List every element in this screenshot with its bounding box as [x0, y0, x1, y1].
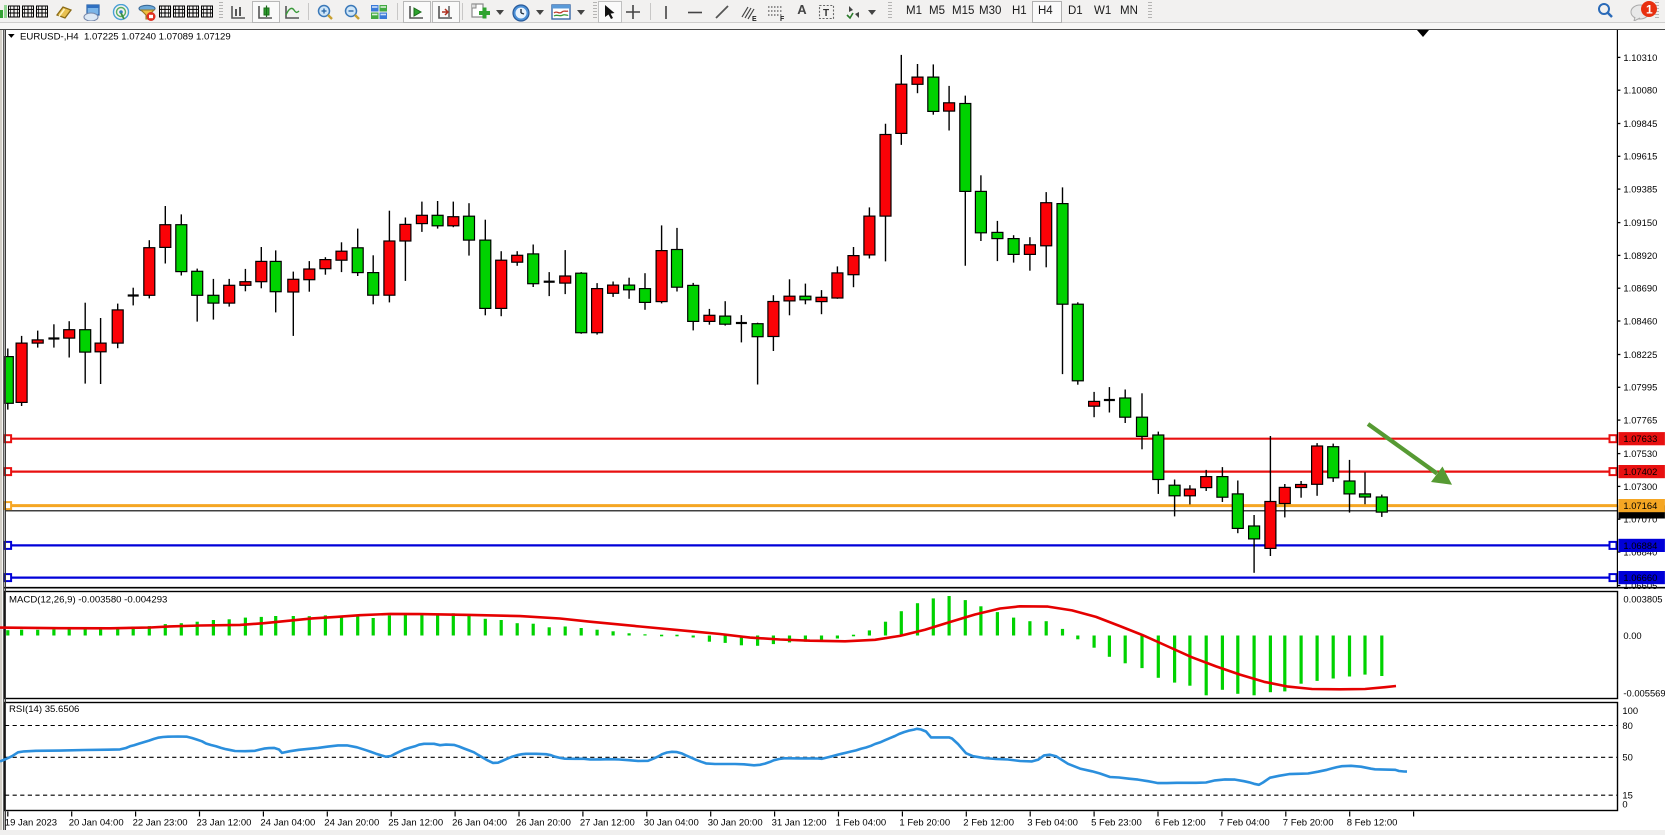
svg-text:1.08920: 1.08920 — [1623, 250, 1657, 261]
svg-text:50: 50 — [1622, 752, 1632, 763]
svg-text:1.09845: 1.09845 — [1623, 118, 1657, 129]
svg-text:19 Jan 2023: 19 Jan 2023 — [5, 818, 57, 829]
svg-text:1.07765: 1.07765 — [1623, 415, 1657, 426]
svg-text:RSI(14) 35.6506: RSI(14) 35.6506 — [9, 704, 79, 715]
svg-text:22 Jan 23:00: 22 Jan 23:00 — [133, 818, 188, 829]
svg-text:24 Jan 20:00: 24 Jan 20:00 — [324, 818, 379, 829]
svg-text:1.07300: 1.07300 — [1623, 481, 1657, 492]
svg-text:20 Jan 04:00: 20 Jan 04:00 — [69, 818, 124, 829]
svg-text:5 Feb 23:00: 5 Feb 23:00 — [1091, 818, 1142, 829]
svg-text:1 Feb 04:00: 1 Feb 04:00 — [836, 818, 887, 829]
svg-text:27 Jan 12:00: 27 Jan 12:00 — [580, 818, 635, 829]
svg-text:0.00: 0.00 — [1623, 630, 1641, 641]
svg-text:25 Jan 12:00: 25 Jan 12:00 — [388, 818, 443, 829]
svg-text:8 Feb 12:00: 8 Feb 12:00 — [1347, 818, 1398, 829]
svg-text:0.003805: 0.003805 — [1623, 593, 1662, 604]
svg-text:1.08690: 1.08690 — [1623, 283, 1657, 294]
svg-text:1.06605: 1.06605 — [1623, 580, 1657, 591]
svg-text:1.09385: 1.09385 — [1623, 184, 1657, 195]
svg-text:1.10310: 1.10310 — [1623, 52, 1657, 63]
svg-text:30 Jan 20:00: 30 Jan 20:00 — [708, 818, 763, 829]
svg-text:1 Feb 20:00: 1 Feb 20:00 — [899, 818, 950, 829]
svg-text:6 Feb 12:00: 6 Feb 12:00 — [1155, 818, 1206, 829]
svg-text:24 Jan 04:00: 24 Jan 04:00 — [260, 818, 315, 829]
svg-text:26 Jan 20:00: 26 Jan 20:00 — [516, 818, 571, 829]
svg-text:0: 0 — [1622, 799, 1627, 810]
svg-text:MACD(12,26,9) -0.003580 -0.004: MACD(12,26,9) -0.003580 -0.004293 — [9, 594, 167, 605]
svg-text:1.07070: 1.07070 — [1623, 514, 1657, 525]
svg-text:1.06660: 1.06660 — [1623, 572, 1657, 583]
svg-text:1.07402: 1.07402 — [1623, 466, 1657, 477]
svg-text:1.07633: 1.07633 — [1623, 433, 1657, 444]
svg-text:1.08460: 1.08460 — [1623, 315, 1657, 326]
svg-text:F: F — [780, 16, 785, 22]
svg-text:1.07164: 1.07164 — [1623, 500, 1657, 511]
svg-text:1.09615: 1.09615 — [1623, 151, 1657, 162]
svg-text:1.10080: 1.10080 — [1623, 85, 1657, 96]
svg-text:3 Feb 04:00: 3 Feb 04:00 — [1027, 818, 1078, 829]
svg-text:1.06884: 1.06884 — [1623, 540, 1657, 551]
svg-text:T: T — [823, 8, 829, 19]
svg-text:15: 15 — [1622, 790, 1632, 801]
svg-text:31 Jan 12:00: 31 Jan 12:00 — [772, 818, 827, 829]
svg-text:7 Feb 20:00: 7 Feb 20:00 — [1283, 818, 1334, 829]
svg-text:23 Jan 12:00: 23 Jan 12:00 — [197, 818, 252, 829]
svg-text:1.07995: 1.07995 — [1623, 382, 1657, 393]
svg-text:EURUSD-,H4 1.07225 1.07240 1.: EURUSD-,H4 1.07225 1.07240 1.07089 1.071… — [20, 31, 231, 42]
svg-text:7 Feb 04:00: 7 Feb 04:00 — [1219, 818, 1270, 829]
svg-text:80: 80 — [1622, 720, 1632, 731]
svg-text:1: 1 — [1646, 3, 1653, 17]
svg-text:30 Jan 04:00: 30 Jan 04:00 — [644, 818, 699, 829]
svg-text:26 Jan 04:00: 26 Jan 04:00 — [452, 818, 507, 829]
svg-text:2 Feb 12:00: 2 Feb 12:00 — [963, 818, 1014, 829]
svg-text:100: 100 — [1622, 705, 1638, 716]
svg-text:1.07530: 1.07530 — [1623, 448, 1657, 459]
svg-text:1.09150: 1.09150 — [1623, 217, 1657, 228]
svg-text:1.08225: 1.08225 — [1623, 349, 1657, 360]
svg-text:-0.005569: -0.005569 — [1623, 687, 1665, 698]
svg-text:E: E — [752, 16, 757, 22]
